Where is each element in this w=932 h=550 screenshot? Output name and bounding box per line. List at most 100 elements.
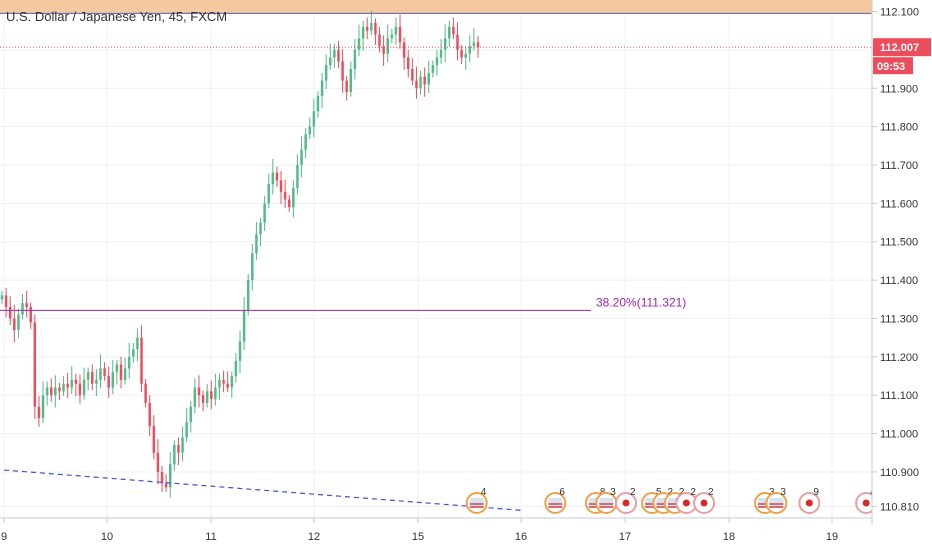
candle-body	[45, 387, 49, 396]
candle-body	[33, 322, 37, 407]
us-flag-icon	[645, 498, 660, 508]
y-tick-label: 111.300	[880, 313, 918, 325]
candle-body	[82, 379, 86, 396]
candle-body	[407, 57, 410, 70]
candle-body	[156, 452, 160, 472]
candle-body	[210, 391, 213, 400]
candle-body	[218, 379, 221, 388]
us-flag-icon	[769, 498, 784, 508]
x-tick-label: 11	[205, 531, 216, 543]
candle-body	[127, 356, 131, 369]
x-tick-label: 10	[101, 531, 113, 543]
candle-body	[70, 379, 73, 388]
candle-body	[456, 34, 459, 50]
y-axis-background	[872, 0, 932, 550]
candle-body	[279, 180, 283, 192]
y-tick-label: 111.900	[880, 83, 918, 95]
candle-body	[476, 42, 480, 48]
event-count-label: 2	[708, 487, 714, 498]
current-price-tag	[873, 38, 931, 57]
y-tick-label: 111.800	[880, 122, 918, 134]
candle-body	[333, 49, 336, 58]
event-count-label: 9	[813, 487, 819, 498]
candle-body	[103, 368, 106, 377]
event-count-label: 2	[679, 487, 685, 498]
candle-body	[349, 69, 353, 93]
event-count-label: 8	[600, 487, 606, 498]
trend-line	[3, 469, 522, 511]
candle-body	[292, 188, 295, 208]
candle-body	[226, 383, 229, 388]
candle-body	[222, 379, 225, 384]
candle-body	[205, 391, 209, 403]
candle-body	[50, 387, 53, 396]
x-tick-label: 18	[723, 531, 735, 543]
candle-body	[259, 222, 262, 235]
candle-body	[320, 80, 324, 96]
candle-body	[123, 368, 127, 380]
candle-body	[394, 26, 398, 35]
candle-body	[304, 134, 307, 150]
candle-body	[132, 349, 135, 357]
event-count-label: 5	[656, 487, 662, 498]
jp-flag-icon	[700, 499, 708, 507]
event-marker: 2	[675, 487, 698, 514]
candle-body	[164, 483, 168, 488]
candle-body	[115, 364, 119, 373]
candle-body	[238, 341, 242, 361]
event-count-label: 3	[780, 487, 786, 498]
candle-body	[107, 376, 110, 388]
y-tick-label: 110.900	[880, 467, 919, 479]
candle-body	[353, 49, 357, 70]
candle-body	[246, 280, 250, 311]
candle-body	[160, 471, 164, 484]
candle-body	[275, 172, 279, 181]
candle-body	[288, 199, 291, 208]
candle-body	[271, 172, 275, 185]
y-tick-label: 111.000	[880, 429, 918, 441]
candle-body	[443, 38, 447, 50]
candle-body	[177, 445, 180, 453]
candle-body	[263, 203, 266, 223]
candle-body	[0, 295, 4, 300]
y-tick-label: 110.810	[880, 501, 919, 513]
candle-body	[66, 383, 69, 388]
us-flag-icon	[469, 498, 484, 508]
event-marker: 3	[765, 487, 788, 514]
candle-body	[329, 57, 332, 66]
candle-body	[415, 80, 418, 89]
candle-body	[41, 395, 45, 419]
candle-body	[189, 406, 192, 423]
us-flag-icon	[548, 498, 563, 508]
x-tick-label: 17	[619, 531, 631, 543]
candle-body	[267, 184, 270, 204]
candle-body	[374, 23, 377, 35]
y-tick-label: 111.600	[880, 198, 918, 210]
line-layer: 38.20%(111.321)	[0, 12, 872, 511]
candle-body	[365, 26, 369, 31]
candle-body	[419, 76, 422, 89]
candle-body	[357, 38, 361, 50]
candle-body	[472, 42, 476, 47]
candle-body	[230, 376, 234, 388]
candle-body	[144, 383, 147, 403]
current-price-label: 112.007	[880, 42, 919, 54]
event-marker: 2	[693, 487, 716, 514]
x-tick-label: 16	[515, 531, 527, 543]
candle-body	[341, 61, 344, 81]
y-tick-label: 111.100	[880, 390, 918, 402]
candle-body	[25, 303, 28, 307]
candle-body	[324, 65, 328, 81]
event-count-label: 2	[690, 487, 696, 498]
y-tick-label: 112.100	[880, 7, 919, 19]
candle-body	[8, 306, 12, 319]
candle-body	[411, 69, 414, 81]
candle-body	[185, 422, 188, 438]
y-tick-label: 111.400	[880, 275, 918, 287]
candle-body	[74, 379, 78, 384]
event-count-label: 2	[630, 487, 636, 498]
candle-body	[378, 34, 381, 47]
candle-body	[201, 395, 205, 403]
